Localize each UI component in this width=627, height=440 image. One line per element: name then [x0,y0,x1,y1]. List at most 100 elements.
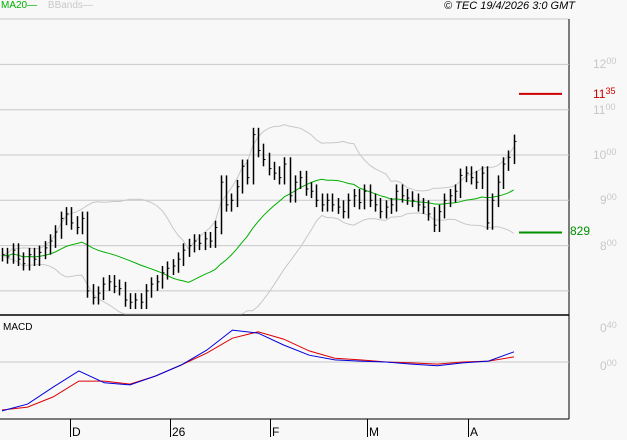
x-axis-label: D [72,425,81,439]
price-bar [273,161,277,180]
price-bar [310,182,314,199]
price-bar [465,166,469,183]
price-bar [22,252,26,271]
price-bar [268,152,272,176]
price-bar [395,184,399,212]
price-bar [342,200,346,219]
price-bar [209,232,213,248]
price-bar [379,198,383,219]
price-bar [220,175,224,235]
ma20-line [1,178,514,283]
price-bar [102,277,106,300]
price-bar [92,284,96,305]
price-bar [401,184,405,203]
bband-lower [1,212,514,315]
price-bar [363,184,367,210]
price-bar [60,211,64,239]
macd-signal-line [1,331,515,411]
macd-axis-label: 000 [600,358,617,373]
price-bar [204,232,208,251]
price-bar [449,188,453,208]
price-bar [108,275,112,291]
price-bar [491,193,495,230]
price-bar [156,275,160,291]
price-bar [331,193,335,212]
price-bar [172,259,176,276]
price-bar [54,225,58,248]
price-bar [315,184,319,208]
x-axis-label: 26 [172,425,186,439]
price-bar [230,193,234,212]
price-bar [70,207,74,230]
price-bar [369,184,373,208]
price-bar [470,166,474,185]
price-axis-label: 1000 [593,147,617,162]
price-bar [241,159,245,194]
price-bar [246,159,250,185]
price-bar [422,198,426,214]
price-bar [358,188,362,210]
macd-title: MACD [3,322,33,333]
price-bar [214,220,218,248]
price-bar [321,193,325,212]
price-bar [161,265,165,289]
x-axis-label: A [470,425,479,439]
price-bar [459,168,463,199]
price-bar [454,184,458,203]
price-axis-label: 1100 [593,101,616,117]
price-bar [294,175,298,203]
price-bar [337,198,341,214]
price-bar [385,200,389,219]
price-bar [406,188,410,205]
macd-line [1,329,515,412]
price-bar [438,204,442,233]
price-bar [433,207,437,233]
price-bar [283,157,287,185]
price-bar [6,247,10,264]
price-bar [427,200,431,221]
price-bar [305,170,309,196]
price-bar [12,243,16,264]
copyright-timestamp: © TEC 19/4/2026 3:0 GMT [444,0,575,12]
macd-axis-label: 040 [600,320,617,335]
price-bar [374,193,378,212]
price-bar [299,170,303,189]
price-bar [289,157,293,203]
price-bar [182,243,186,266]
price-bar [411,191,415,208]
price-bar [475,170,479,189]
price-bar [1,247,5,262]
price-bar [278,166,282,185]
price-bar [44,241,48,260]
price-axis-label: 900 [600,192,617,208]
price-bar [225,175,229,212]
price-bar [177,252,181,273]
price-bar [507,150,511,171]
price-bar [49,234,53,255]
price-bar [113,275,117,294]
price-bar [198,234,202,251]
legend-ma20: MA20 [1,0,28,11]
legend-bbands: BBands [47,0,83,11]
resistance-label: 1135 [593,85,616,101]
price-bar [417,193,421,212]
price-bar [33,247,37,266]
price-bar [262,143,266,167]
price-bar [118,279,122,296]
price-bar [481,166,485,189]
price-bar [252,127,256,185]
price-bar [140,293,144,310]
price-bar [326,193,330,212]
legend: MA20— BBands— [1,0,93,11]
price-bar [65,207,69,226]
price-bar [97,286,101,305]
price-bar [28,247,32,271]
price-bar [193,234,197,253]
price-bar [134,293,138,310]
price-bar [81,211,85,235]
price-bar [236,179,240,208]
price-bar [497,175,501,208]
price-bar [353,188,357,208]
